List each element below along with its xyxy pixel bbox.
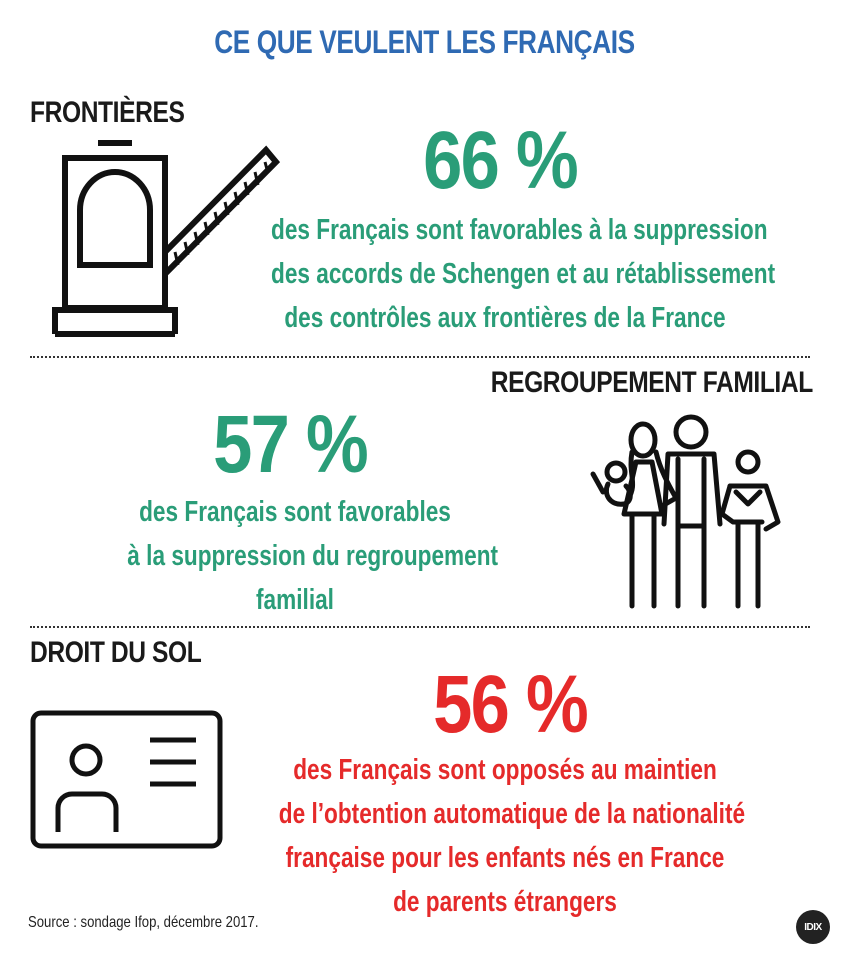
description-line: familial: [256, 584, 334, 616]
page-title: CE QUE VEULENT LES FRANÇAIS: [214, 24, 635, 60]
percent-droit-du-sol: 56 %: [433, 659, 589, 750]
section-heading-droit-du-sol: DROIT DU SOL: [30, 636, 202, 669]
description-droit-du-sol: des Français sont opposés au maintien de…: [278, 748, 746, 924]
description-line: de l’obtention automatique de la nationa…: [278, 798, 746, 830]
description-regroupement: des Français sont favorables à la suppre…: [127, 490, 499, 622]
description-line: des contrôles aux frontières de la Franc…: [284, 302, 726, 334]
description-line: des Français sont favorables: [139, 496, 451, 528]
description-line: de parents étrangers: [393, 886, 617, 918]
id-card-icon: [30, 710, 223, 849]
description-line: à la suppression du regroupement: [127, 540, 499, 572]
section-heading-frontieres: FRONTIÈRES: [30, 96, 185, 129]
description-frontieres: des Français sont favorables à la suppre…: [271, 208, 776, 340]
description-line: des Français sont favorables à la suppre…: [271, 214, 768, 246]
section-heading-regroupement: REGROUPEMENT FAMILIAL: [490, 366, 814, 399]
source-note: Source : sondage Ifop, décembre 2017.: [28, 914, 259, 931]
divider: [30, 626, 810, 628]
description-line: française pour les enfants nés en France: [285, 842, 725, 874]
description-line: des Français sont opposés au maintien: [293, 754, 717, 786]
divider: [30, 356, 810, 358]
border-barrier-icon: [52, 140, 281, 337]
idix-logo: IDIX: [796, 910, 830, 944]
description-line: des accords de Schengen et au rétablisse…: [271, 258, 776, 290]
percent-regroupement: 57 %: [213, 399, 369, 490]
percent-frontieres: 66 %: [423, 115, 579, 206]
family-icon: [590, 414, 781, 609]
